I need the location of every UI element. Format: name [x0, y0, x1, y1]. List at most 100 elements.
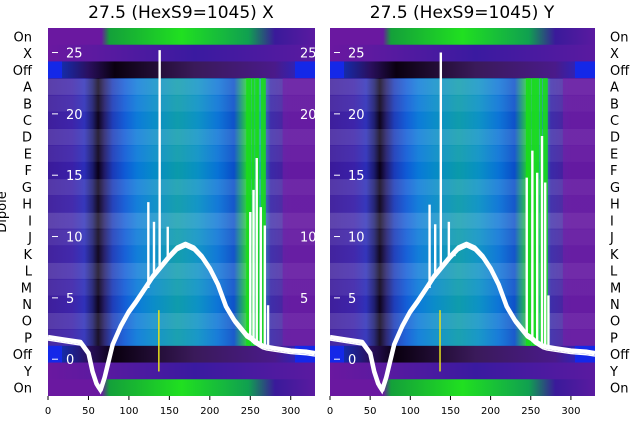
category-label-16: N [610, 298, 620, 313]
overlay-tick-echo-1: 20 [300, 108, 317, 123]
heat-row-a-3 [330, 78, 595, 96]
heat-row-x-1 [330, 44, 595, 63]
heat-row-on-21 [48, 379, 315, 396]
x-tick-label-1: 50 [82, 406, 95, 417]
category-label-7: E [24, 147, 32, 162]
x-tick-label-5: 250 [241, 406, 260, 417]
heat-row-g-9 [330, 178, 595, 196]
heat-row-h-10 [330, 195, 595, 213]
heat-row-off-19 [48, 345, 315, 364]
overlay-tick-label-2: 10 [66, 231, 83, 246]
category-label-20: Y [23, 365, 32, 380]
chart-title: 27.5 (HexS9=1045) Y [370, 3, 555, 23]
category-label-11: I [28, 214, 32, 229]
category-label-4: B [610, 97, 619, 112]
heat-row-i-11 [330, 212, 595, 230]
category-label-0: On [14, 30, 32, 45]
overlay-tick-echo-2: 10 [300, 231, 317, 246]
category-label-19: Off [13, 348, 33, 363]
overlay-tick-label-0: 0 [348, 353, 356, 368]
category-label-12: J [27, 231, 32, 246]
heat-row-b-4 [48, 94, 315, 113]
heat-row-n-16 [48, 295, 315, 313]
off-edge-left [330, 61, 344, 79]
overlay-line [330, 241, 595, 393]
green-streak-4 [256, 78, 260, 346]
overlay-tick-label-4: 20 [66, 108, 83, 123]
overlay-tick-label-5: 25 [66, 47, 83, 62]
heat-row-f-8 [330, 161, 595, 180]
overlay-line-trace [330, 246, 595, 395]
heat-row-p-18 [330, 329, 595, 347]
x-tick-label-4: 200 [200, 406, 219, 417]
heat-row-m-15 [330, 278, 595, 297]
y-axis-label: Dipole [0, 191, 10, 232]
x-tick-label-1: 50 [364, 406, 377, 417]
heat-row-o-17 [330, 312, 595, 330]
category-label-15: M [21, 281, 32, 296]
heat-row-f-8 [48, 161, 315, 180]
overlay-line-trace [48, 246, 315, 395]
heatmap-body [330, 28, 595, 396]
overlay-tick-echo-0: 25 [300, 47, 317, 62]
category-label-6: D [22, 131, 32, 146]
heat-row-y-20 [48, 362, 315, 380]
off-edge-left [48, 345, 62, 363]
right-panel-y: 27.5 (HexS9=1045) YOnXOffABCDEFGHIJKLMNO… [327, 3, 630, 417]
x-tick-label-0: 0 [45, 406, 51, 417]
category-label-1: X [23, 47, 32, 62]
heat-row-o-17 [48, 312, 315, 330]
heat-row-on-0 [330, 28, 595, 46]
heat-row-b-4 [330, 94, 595, 113]
category-label-10: H [22, 198, 32, 213]
category-label-18: P [610, 331, 618, 346]
heat-row-off-2 [330, 61, 595, 79]
category-label-8: F [25, 164, 32, 179]
x-tick-label-3: 150 [441, 406, 460, 417]
category-label-2: Off [13, 64, 33, 79]
off-edge-left [330, 345, 344, 363]
heat-row-e-7 [330, 145, 595, 163]
category-label-6: D [610, 131, 620, 146]
category-label-7: E [610, 147, 618, 162]
category-label-12: J [609, 231, 614, 246]
overlay-tick-label-5: 25 [348, 47, 365, 62]
heat-row-n-16 [330, 295, 595, 313]
green-streak-0 [246, 78, 249, 346]
overlay-tick-label-4: 20 [348, 108, 365, 123]
heat-row-a-3 [48, 78, 315, 96]
heat-row-c-5 [330, 111, 595, 129]
category-label-11: I [610, 214, 614, 229]
category-label-3: A [23, 81, 32, 96]
green-streak-1 [528, 78, 531, 346]
heatmap-body [48, 28, 315, 396]
category-label-21: On [14, 382, 32, 397]
overlay-tick-label-0: 0 [66, 353, 74, 368]
category-label-9: G [610, 181, 620, 196]
x-tick-label-2: 100 [119, 406, 138, 417]
category-label-18: P [24, 331, 32, 346]
category-label-13: K [23, 248, 32, 263]
heat-row-h-10 [48, 195, 315, 213]
heat-row-i-11 [48, 212, 315, 230]
category-label-15: M [610, 281, 621, 296]
magenta-band [282, 78, 315, 346]
x-tick-label-2: 100 [401, 406, 420, 417]
category-label-4: B [23, 97, 32, 112]
heat-row-on-21 [330, 379, 595, 396]
green-streak-3 [533, 78, 537, 346]
category-label-1: X [610, 47, 619, 62]
off-edge-right [575, 61, 595, 79]
category-label-14: L [25, 265, 33, 280]
category-label-13: K [610, 248, 619, 263]
x-tick-label-6: 300 [561, 406, 580, 417]
x-tick-label-5: 250 [521, 406, 540, 417]
category-label-16: N [22, 298, 32, 313]
category-label-17: O [22, 315, 32, 330]
green-streak-5 [260, 78, 264, 346]
heat-row-p-18 [48, 329, 315, 347]
heat-row-d-6 [48, 128, 315, 146]
category-label-3: A [610, 81, 619, 96]
heat-row-l-14 [48, 262, 315, 280]
